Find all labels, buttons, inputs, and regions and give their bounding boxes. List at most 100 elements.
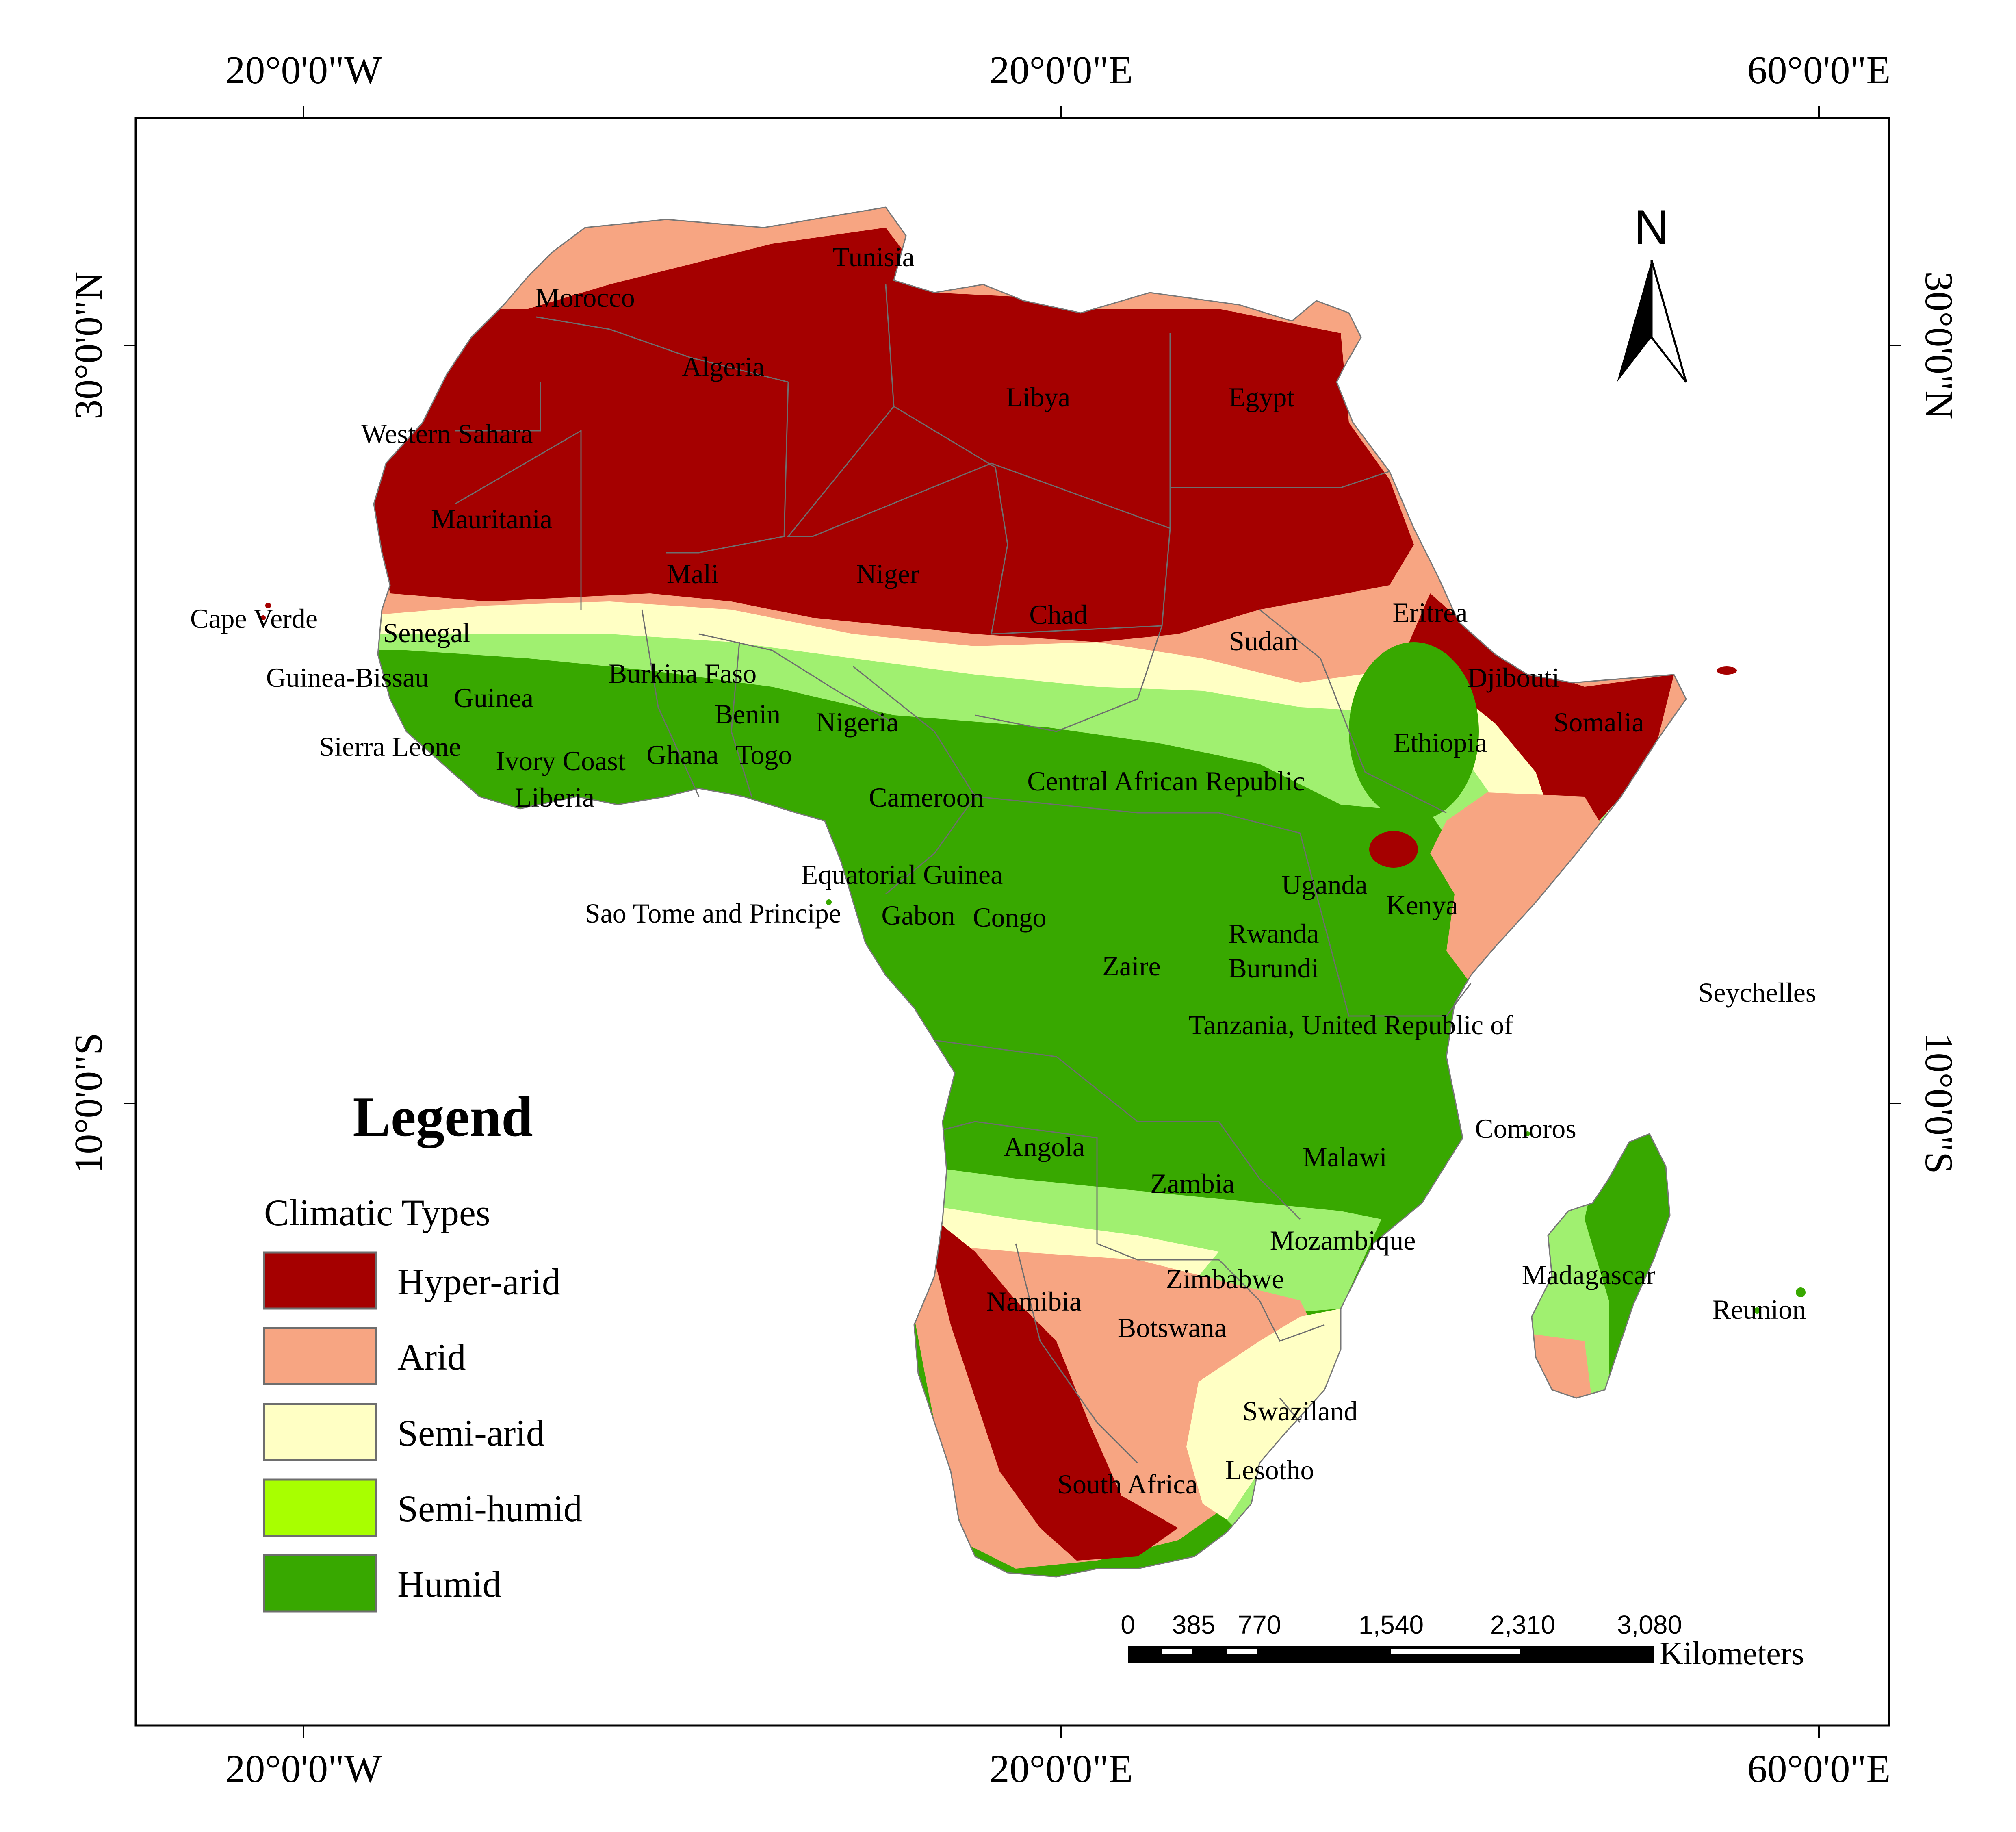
island-reunion: [1796, 1287, 1806, 1297]
zone-semi-arid-southeast: [1186, 1309, 1349, 1520]
legend-subtitle: Climatic Types: [264, 1192, 490, 1233]
zone-hyper-arid-horn: [1406, 593, 1674, 837]
country-label: Namibia: [986, 1286, 1082, 1317]
legend-label-semi-humid: Semi-humid: [397, 1488, 582, 1529]
island-comoros: [1525, 1131, 1530, 1136]
country-label: Malawi: [1303, 1142, 1387, 1172]
legend-label-arid: Arid: [397, 1336, 466, 1378]
legend-label-hyper-arid: Hyper-arid: [397, 1261, 561, 1302]
bottom-lon-label: 20°0'0"E: [990, 1747, 1133, 1791]
africa-outline: [373, 206, 1687, 1578]
island-cape-verde: [265, 603, 271, 608]
legend-swatch-hyper-arid: [263, 1251, 377, 1310]
country-label: Burkina Faso: [609, 658, 757, 689]
zone-hyper-arid-namib: [934, 1219, 1178, 1561]
country-label: Guinea-Bissau: [266, 662, 429, 693]
country-label: Gabon: [881, 900, 955, 931]
country-label: Ghana: [646, 739, 718, 770]
country-label: Madagascar: [1522, 1259, 1656, 1290]
country-labels: Tunisia Morocco Algeria Libya Egypt West…: [190, 241, 1816, 1500]
country-label: Eritrea: [1393, 597, 1468, 628]
legend-label-semi-arid: Semi-arid: [397, 1412, 545, 1454]
country-label: Angola: [1004, 1131, 1085, 1162]
country-label: Mozambique: [1270, 1225, 1416, 1256]
country-label: Lesotho: [1225, 1454, 1314, 1485]
scale-tick-label: 1,540: [1359, 1610, 1424, 1639]
country-label: Guinea: [454, 682, 533, 713]
zone-hyper-arid-kenya: [1369, 831, 1418, 868]
left-lat-label: 10°0'0"S: [67, 1033, 111, 1174]
country-label: Reunion: [1713, 1294, 1806, 1325]
legend-label-humid: Humid: [397, 1563, 501, 1605]
country-label: Swaziland: [1242, 1396, 1357, 1426]
country-label: Senegal: [383, 617, 470, 648]
scale-bar-ticks: 0 385 770 1,540 2,310 3,080: [1121, 1610, 1682, 1639]
scale-bar-segment: [1391, 1649, 1520, 1654]
zone-humid-ethiopia: [1349, 642, 1479, 821]
country-label: Libya: [1006, 382, 1071, 412]
graticule-labels: 20°0'0"W 20°0'0"E 60°0'0"E 20°0'0"W 20°0…: [67, 48, 1961, 1791]
zone-hyper-arid-sahara: [374, 228, 1414, 642]
scale-tick-label: 385: [1172, 1610, 1216, 1639]
country-label: Benin: [715, 699, 780, 729]
right-lat-label: 30°0'0"N: [1917, 271, 1961, 419]
legend-swatch-arid: [263, 1327, 377, 1385]
country-label: Nigeria: [816, 707, 899, 738]
country-label: Cameroon: [869, 782, 984, 813]
north-arrow-right-half: [1650, 260, 1687, 383]
country-label: Cape Verde: [190, 603, 318, 634]
madagascar-outline: [1531, 1133, 1671, 1399]
left-lat-label: 30°0'0"N: [67, 271, 111, 419]
country-label: Sudan: [1229, 625, 1298, 656]
country-label: Zambia: [1150, 1168, 1235, 1199]
country-label: Congo: [973, 902, 1046, 933]
country-label: Equatorial Guinea: [801, 859, 1003, 890]
top-lon-label: 20°0'0"E: [990, 48, 1133, 92]
country-label: Rwanda: [1229, 918, 1319, 949]
country-label: Western Sahara: [361, 418, 533, 449]
scale-bar-segment: [1162, 1649, 1192, 1654]
country-label: Liberia: [515, 782, 594, 813]
country-label: Tunisia: [832, 241, 915, 272]
country-label: Mali: [667, 558, 719, 589]
island-sao-tome: [826, 899, 832, 905]
country-label: Burundi: [1229, 953, 1319, 983]
country-label: Ivory Coast: [496, 745, 625, 776]
legend: Legend Climatic Types Hyper-arid Arid Se…: [263, 1085, 582, 1613]
country-label: Sierra Leone: [319, 731, 461, 762]
island-cape-verde: [261, 615, 266, 620]
scale-tick-label: 2,310: [1490, 1610, 1555, 1639]
country-label: Kenya: [1386, 890, 1458, 920]
north-arrow: N: [1617, 200, 1687, 383]
country-borders: [455, 284, 1472, 1464]
scale-tick-label: 0: [1121, 1610, 1135, 1639]
country-label: Tanzania, United Republic of: [1188, 1009, 1513, 1040]
country-label: Central African Republic: [1027, 766, 1305, 797]
scale-bar-unit: Kilometers: [1660, 1636, 1804, 1671]
legend-items: Hyper-arid Arid Semi-arid Semi-humid Hum…: [263, 1251, 582, 1613]
country-label: Morocco: [535, 282, 635, 313]
country-label: Somalia: [1554, 707, 1644, 738]
legend-swatch-semi-humid: [263, 1478, 377, 1537]
north-label: N: [1634, 200, 1669, 254]
north-arrow-left-half: [1617, 260, 1652, 382]
country-label: Togo: [736, 739, 792, 770]
scale-tick-label: 770: [1238, 1610, 1281, 1639]
country-label: Seychelles: [1698, 977, 1817, 1008]
country-label: Egypt: [1229, 382, 1295, 412]
top-lon-label: 60°0'0"E: [1747, 48, 1891, 92]
legend-swatch-humid: [263, 1554, 377, 1613]
legend-title: Legend: [353, 1085, 533, 1148]
country-label: Zimbabwe: [1166, 1263, 1284, 1294]
country-label: Djibouti: [1468, 662, 1560, 693]
legend-swatch-semi-arid: [263, 1403, 377, 1461]
graticule-ticks: [124, 106, 1901, 1738]
country-label: Algeria: [682, 351, 765, 382]
bottom-lon-label: 20°0'0"W: [225, 1747, 382, 1791]
top-lon-label: 20°0'0"W: [225, 48, 382, 92]
island-socotra: [1717, 666, 1737, 675]
country-label: South Africa: [1057, 1469, 1198, 1500]
scale-tick-label: 3,080: [1617, 1610, 1682, 1639]
islands: [261, 603, 1806, 1314]
